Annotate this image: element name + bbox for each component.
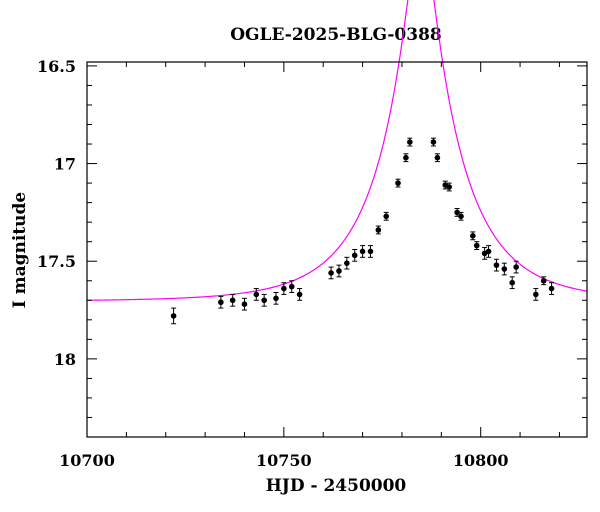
data-point: [473, 242, 480, 249]
data-point: [395, 180, 401, 186]
data-point: [296, 291, 303, 298]
data-point: [434, 154, 441, 161]
data-point: [288, 283, 295, 290]
data-point: [403, 154, 409, 161]
data-point: [548, 285, 555, 292]
x-tick-label: 10750: [256, 451, 312, 470]
data-point: [383, 213, 390, 220]
data-point: [375, 227, 382, 233]
x-tick-label: 10800: [453, 451, 509, 470]
data-point: [170, 313, 177, 319]
data-point: [344, 260, 350, 266]
data-point: [446, 184, 453, 190]
data-point: [241, 301, 248, 307]
data-point: [218, 299, 224, 306]
plot-frame: [86, 61, 588, 438]
data-point: [261, 297, 267, 304]
data-point: [281, 285, 287, 292]
chart-title: OGLE-2025-BLG-0388: [230, 25, 442, 45]
data-point: [430, 139, 437, 145]
data-point: [407, 139, 413, 145]
model-curve: [86, 0, 588, 301]
data-point: [359, 248, 366, 255]
y-tick-label: 18: [54, 350, 76, 369]
data-point: [273, 295, 279, 302]
y-tick-label: 16.5: [37, 57, 76, 76]
y-tick-label: 17: [54, 155, 76, 174]
data-point: [336, 268, 342, 274]
data-point: [533, 291, 539, 298]
y-tick-label: 17.5: [37, 252, 76, 271]
data-point: [253, 291, 260, 298]
plot-area: [86, 0, 588, 325]
y-axis-label: I magnitude: [10, 192, 30, 309]
data-point: [454, 209, 460, 216]
data-point: [540, 277, 547, 284]
x-tick-label: 10700: [59, 451, 115, 470]
data-point: [501, 266, 508, 272]
data-point: [470, 233, 476, 239]
axis-ticks: 10700 10750 10800 16.5 17 17.5 18: [37, 57, 587, 470]
data-point: [328, 270, 334, 276]
data-point: [367, 248, 374, 255]
data-point: [509, 279, 515, 286]
data-point: [458, 213, 464, 220]
data-point: [493, 262, 500, 268]
x-axis-label: HJD - 2450000: [266, 476, 407, 496]
data-point: [229, 297, 236, 304]
data-point: [351, 252, 358, 259]
data-point: [485, 248, 492, 255]
data-point: [513, 264, 519, 270]
